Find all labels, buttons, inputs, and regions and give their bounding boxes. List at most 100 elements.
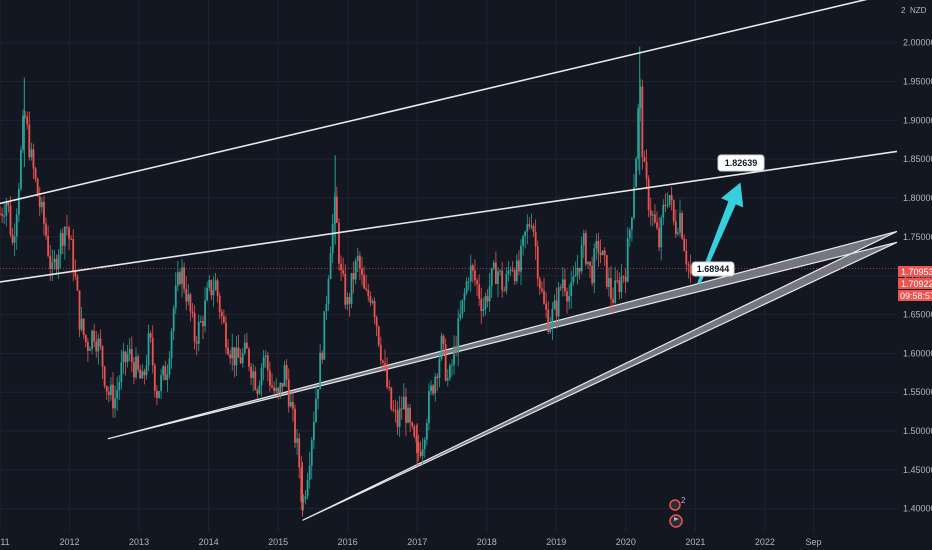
- candle-body: [147, 333, 150, 366]
- candle-body: [32, 149, 35, 169]
- event-badge-icon[interactable]: [669, 499, 681, 511]
- candle-body: [361, 268, 363, 276]
- candle-body: [396, 410, 399, 427]
- candle-body: [405, 396, 407, 423]
- candle-body: [501, 270, 504, 291]
- time-axis[interactable]: 2011 2012 2013 2014 2015 2016 2017 2018 2019 2020…: [0, 537, 822, 547]
- candle-body: [486, 296, 489, 302]
- candle-body: [191, 311, 194, 314]
- candle-body: [183, 267, 186, 289]
- x-tick-label: 2022: [755, 537, 775, 547]
- candle-body: [528, 224, 531, 227]
- candle-body: [471, 265, 474, 271]
- candle-body: [490, 268, 493, 287]
- candle-body: [492, 262, 495, 269]
- candle-body: [549, 326, 552, 332]
- candle-body: [55, 258, 58, 270]
- candle-body: [616, 280, 619, 282]
- candle-body: [582, 233, 585, 246]
- prev-price-tag-text: 1.70922: [901, 279, 932, 289]
- candle-body: [310, 440, 313, 466]
- candle-body: [371, 301, 374, 303]
- candle-body: [176, 272, 179, 286]
- y-tick-label: 1.65000: [903, 310, 932, 320]
- candle-body: [444, 344, 447, 381]
- target-callout-box: [717, 154, 765, 172]
- candle-body: [304, 496, 307, 500]
- target-callout[interactable]: 1.82639: [717, 154, 765, 172]
- candle-body: [538, 278, 541, 289]
- candle-body: [532, 226, 535, 233]
- candle-body: [603, 250, 606, 256]
- candle-body: [156, 390, 158, 398]
- candle-body: [210, 279, 213, 296]
- candle-body: [120, 362, 123, 383]
- candle-body: [241, 352, 244, 364]
- candle-body: [292, 401, 294, 409]
- candle-body: [687, 264, 690, 266]
- candle-body: [137, 356, 139, 370]
- candle-body: [685, 250, 688, 265]
- candle-body: [84, 334, 87, 343]
- candle-body: [289, 401, 292, 407]
- candle-body: [463, 292, 466, 300]
- candle-body: [536, 246, 539, 279]
- candle-body: [467, 281, 470, 283]
- candle-body: [674, 221, 677, 235]
- candle-body: [633, 187, 635, 218]
- candle-body: [312, 421, 315, 441]
- candle-body: [377, 326, 380, 345]
- candle-body: [109, 384, 112, 395]
- event-markers[interactable]: 2: [669, 496, 686, 528]
- candle-body: [195, 341, 198, 344]
- candle-body: [342, 270, 345, 274]
- candle-body: [670, 195, 673, 201]
- candle-body: [308, 465, 311, 480]
- candle-body: [442, 335, 445, 345]
- candle-body: [285, 365, 288, 380]
- candle-body: [222, 316, 225, 323]
- candle-body: [358, 255, 361, 269]
- candle-body: [254, 371, 257, 390]
- candle-body: [386, 366, 388, 388]
- candle-body: [250, 366, 252, 379]
- candle-body: [122, 351, 125, 363]
- support-callout[interactable]: 1.68944: [691, 261, 735, 277]
- candle-body: [637, 107, 640, 160]
- candle-body: [350, 273, 353, 304]
- candle-body: [469, 265, 472, 282]
- candle-body: [145, 365, 148, 376]
- event-flag-glyph: [674, 517, 679, 524]
- candle-body: [457, 318, 460, 353]
- candle-body: [160, 375, 163, 392]
- candle-body: [306, 479, 309, 497]
- x-tick-label: 2017: [407, 537, 427, 547]
- countdown-tag: 09:58:57: [898, 290, 932, 301]
- candle-body: [1, 213, 3, 216]
- candle-body: [99, 338, 102, 347]
- candle-body: [624, 276, 627, 282]
- candle-body: [656, 222, 658, 229]
- candle-body: [128, 348, 131, 355]
- candle-body: [105, 385, 108, 392]
- candle-body: [340, 263, 342, 271]
- candle-body: [164, 366, 167, 380]
- candle-body: [256, 389, 259, 394]
- candle-body: [325, 304, 328, 312]
- candle-body: [526, 224, 529, 232]
- candle-body: [494, 262, 497, 284]
- candle-body: [107, 391, 110, 395]
- candle-body: [233, 347, 236, 366]
- candle-body: [277, 388, 280, 394]
- candle-body: [283, 365, 286, 387]
- candle-body: [76, 276, 79, 291]
- candle-body: [440, 335, 443, 360]
- candle-body: [668, 195, 671, 205]
- candle-body: [36, 178, 39, 197]
- candle-body: [618, 280, 621, 293]
- event-flag-icon[interactable]: [669, 514, 683, 528]
- candle-body: [335, 196, 338, 223]
- candle-body: [681, 213, 684, 239]
